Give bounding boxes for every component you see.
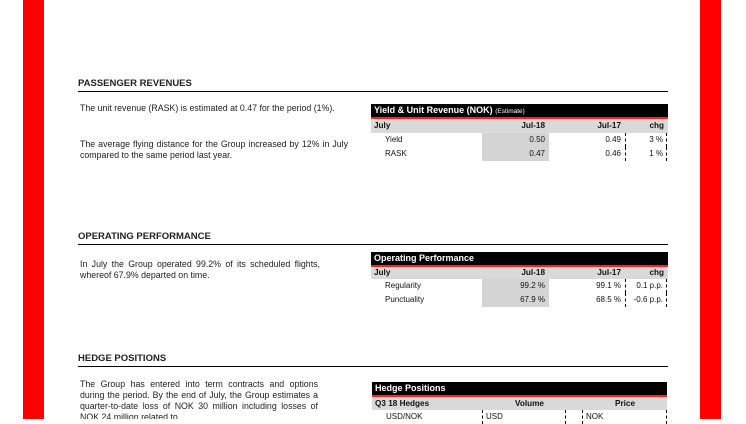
cell-jul17: 99.1 %: [596, 281, 621, 290]
row-label: Yield: [385, 135, 403, 144]
col-header: Jul-17: [597, 268, 621, 277]
col-header: July: [374, 268, 391, 277]
col-header: chg: [649, 268, 664, 277]
hedge-positions-table: Hedge Positions Q3 18 Hedges Volume Pric…: [372, 382, 667, 424]
operating-performance-table: Operating Performance July Jul-18 Jul-17…: [371, 252, 668, 307]
cell-price: NOK: [582, 410, 667, 424]
table-header-row: Q3 18 Hedges Volume Price: [372, 397, 667, 410]
col-header: Jul-17: [597, 121, 621, 130]
col-header: Jul-18: [521, 268, 545, 277]
row-label: RASK: [385, 149, 407, 158]
table-title-text: Yield & Unit Revenue (NOK): [374, 105, 493, 115]
row-label: Regularity: [385, 281, 422, 290]
operating-paragraph: In July the Group operated 99.2% of its …: [80, 259, 320, 280]
cell-chg: 0.1 p.p.: [625, 279, 667, 293]
col-header: chg: [649, 121, 664, 130]
yield-unit-revenue-table: Yield & Unit Revenue (NOK) (Estimate) Ju…: [371, 104, 668, 161]
table-row: Yield 0.50 0.49 3 %: [371, 133, 668, 147]
table-title: Hedge Positions: [372, 382, 667, 397]
col-header: Price: [614, 399, 636, 408]
table-row: Punctuality 67.9 % 68.5 % -0.6 p.p.: [371, 293, 668, 307]
row-label: Punctuality: [385, 295, 425, 304]
table-row: RASK 0.47 0.46 1 %: [371, 147, 668, 161]
cell-chg: 1 %: [625, 147, 667, 161]
section-title-passenger-revenues: PASSENGER REVENUES: [78, 78, 668, 92]
col-header: Q3 18 Hedges: [375, 399, 430, 408]
cell-jul17: 0.49: [605, 135, 621, 144]
cell-volume: USD: [482, 410, 566, 424]
cell-chg: -0.6 p.p.: [625, 293, 667, 307]
left-red-border: [23, 0, 44, 419]
table-note: (Estimate): [495, 108, 525, 115]
cell-jul17: 0.46: [605, 149, 621, 158]
section-title-operating-performance: OPERATING PERFORMANCE: [78, 231, 668, 245]
table-title: Operating Performance: [371, 252, 668, 267]
right-red-border: [700, 0, 721, 419]
section-title-hedge-positions: HEDGE POSITIONS: [78, 353, 668, 367]
table-header-row: July Jul-18 Jul-17 chg: [371, 119, 668, 133]
hedge-paragraph: The Group has entered into term contract…: [80, 379, 318, 419]
passenger-paragraph-1: The unit revenue (RASK) is estimated at …: [80, 103, 335, 113]
cell-chg: 3 %: [625, 133, 667, 147]
table-title: Yield & Unit Revenue (NOK) (Estimate): [371, 104, 668, 119]
cell-jul17: 68.5 %: [596, 295, 621, 304]
table-row: Regularity 99.2 % 99.1 % 0.1 p.p.: [371, 279, 668, 293]
col-header: July: [374, 121, 391, 130]
cell-jul18: 0.50: [482, 133, 549, 147]
col-header: Volume: [515, 399, 544, 408]
cell-jul18: 99.2 %: [482, 279, 549, 293]
cell-jul18: 67.9 %: [482, 293, 549, 307]
passenger-paragraph-2: The average flying distance for the Grou…: [80, 139, 348, 160]
table-row: USD/NOK USD NOK: [372, 410, 667, 424]
row-label: USD/NOK: [386, 412, 423, 421]
cell-jul18: 0.47: [482, 147, 549, 161]
col-header: Jul-18: [521, 121, 545, 130]
table-header-row: July Jul-18 Jul-17 chg: [371, 267, 668, 279]
